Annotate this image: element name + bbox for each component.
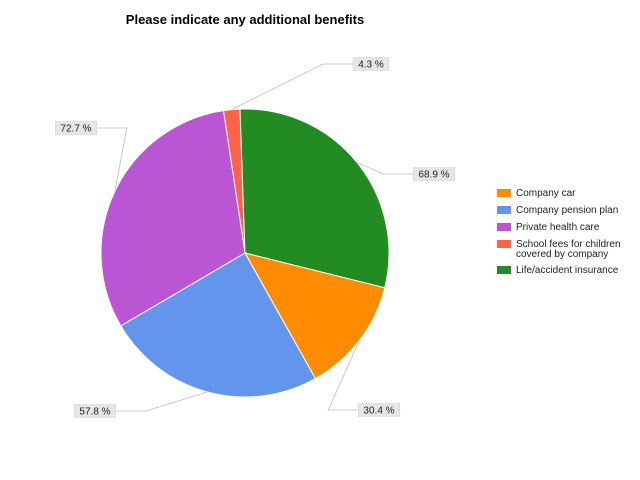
legend-item-company-car: Company car	[497, 188, 576, 199]
chart-title: Please indicate any additional benefits	[126, 12, 364, 27]
pie-slice-private-health-care	[100, 110, 246, 327]
data-label-school-fees-for-children-covered-by-company: 4.3 %	[358, 60, 384, 71]
legend-label-school-fees-for-children-covered-by-company: School fees for children covered by compa…	[516, 239, 621, 260]
leader-line-school-fees-for-children-covered-by-company	[231, 63, 353, 110]
leader-line-private-health-care	[96, 127, 128, 192]
data-label-box-private-health-care	[54, 121, 98, 135]
pie-slice-company-pension-plan	[120, 252, 317, 398]
data-label-private-health-care: 72.7 %	[60, 124, 91, 135]
data-labels: 4.3 % 68.9 % 30.4 % 57.8 % 72.7 %	[54, 57, 456, 418]
legend: Company car Company pension plan Private h…	[497, 188, 621, 276]
legend-label-company-pension-plan: Company pension plan	[516, 205, 618, 216]
data-label-company-pension-plan: 57.8 %	[79, 407, 110, 418]
data-label-box-company-car	[357, 403, 401, 417]
pie-slice-life-accident-insurance	[239, 108, 390, 289]
legend-swatch-school-fees-for-children-covered-by-company	[497, 240, 511, 248]
leader-line-life-accident-insurance	[356, 162, 414, 175]
pie-slices	[100, 108, 390, 398]
data-label-box-company-pension-plan	[73, 404, 117, 418]
legend-item-private-health-care: Private health care	[497, 222, 600, 233]
leader-line-company-pension-plan	[115, 391, 208, 412]
legend-label-company-car: Company car	[516, 188, 576, 199]
data-label-life-accident-insurance: 68.9 %	[418, 170, 449, 181]
legend-swatch-life-accident-insurance	[497, 266, 511, 274]
data-label-box-life-accident-insurance	[412, 167, 456, 181]
legend-swatch-private-health-care	[497, 223, 511, 231]
data-label-company-car: 30.4 %	[363, 406, 394, 417]
data-label-box-school-fees-for-children-covered-by-company	[352, 57, 390, 71]
legend-label-private-health-care: Private health care	[516, 222, 600, 233]
legend-item-company-pension-plan: Company pension plan	[497, 205, 618, 216]
legend-item-school-fees-for-children-covered-by-company: School fees for children covered by compa…	[497, 239, 621, 260]
legend-swatch-company-pension-plan	[497, 206, 511, 214]
legend-label-life-accident-insurance: Life/accident insurance	[516, 265, 619, 276]
leader-line-company-car	[327, 340, 360, 411]
legend-item-life-accident-insurance: Life/accident insurance	[497, 265, 619, 276]
legend-swatch-company-car	[497, 189, 511, 197]
